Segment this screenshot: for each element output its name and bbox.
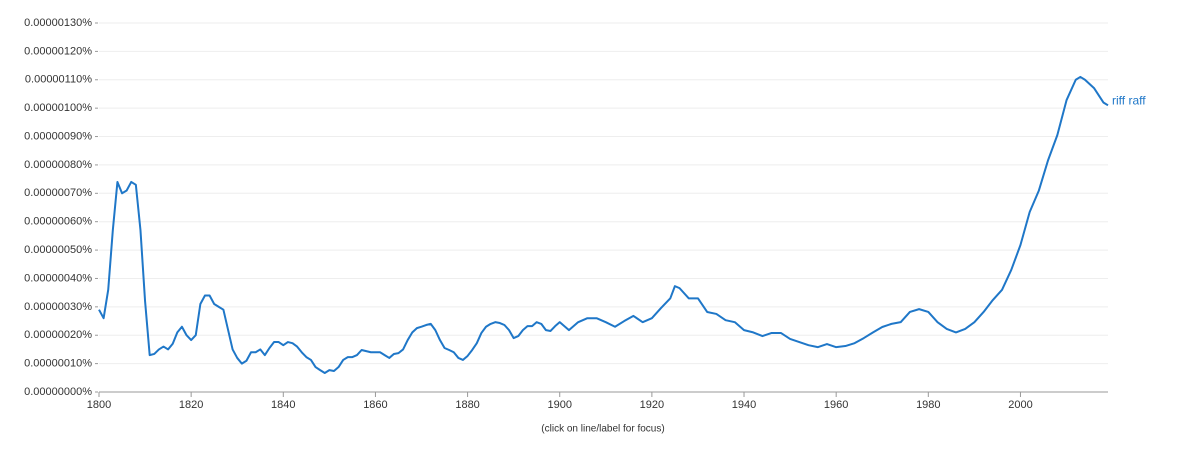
y-tick-label: 0.00000000% (24, 386, 92, 398)
x-tick-label: 1820 (179, 399, 203, 411)
series-label[interactable]: riff raff (1112, 93, 1146, 107)
x-tick-label: 1940 (732, 399, 756, 411)
x-tick-label: 1800 (87, 399, 111, 411)
y-tick-label: 0.00000090% (24, 130, 92, 142)
x-tick-label: 1980 (916, 399, 940, 411)
y-tick-label: 0.00000060% (24, 216, 92, 228)
y-tick-label: 0.00000070% (24, 187, 92, 199)
y-tick-label: 0.00000130% (24, 17, 92, 29)
y-tick-label: 0.00000010% (24, 358, 92, 370)
y-tick-label: 0.00000080% (24, 159, 92, 171)
y-tick-label: 0.00000050% (24, 244, 92, 256)
y-tick-label: 0.00000110% (25, 74, 92, 86)
y-tick-label: 0.00000040% (24, 272, 92, 284)
y-tick-label: 0.00000120% (24, 45, 92, 57)
x-tick-label: 1860 (363, 399, 387, 411)
x-tick-label: 1920 (640, 399, 664, 411)
y-tick-label: 0.00000020% (24, 329, 92, 341)
y-tick-label: 0.00000030% (24, 301, 92, 313)
x-tick-label: 1880 (455, 399, 479, 411)
x-tick-label: 1840 (271, 399, 295, 411)
x-tick-label: 2000 (1008, 399, 1032, 411)
x-tick-label: 1960 (824, 399, 848, 411)
series-line[interactable] (98, 75, 1109, 374)
footnote: (click on line/label for focus) (541, 424, 664, 435)
y-tick-label: 0.00000100% (24, 102, 92, 114)
x-tick-label: 1900 (547, 399, 571, 411)
